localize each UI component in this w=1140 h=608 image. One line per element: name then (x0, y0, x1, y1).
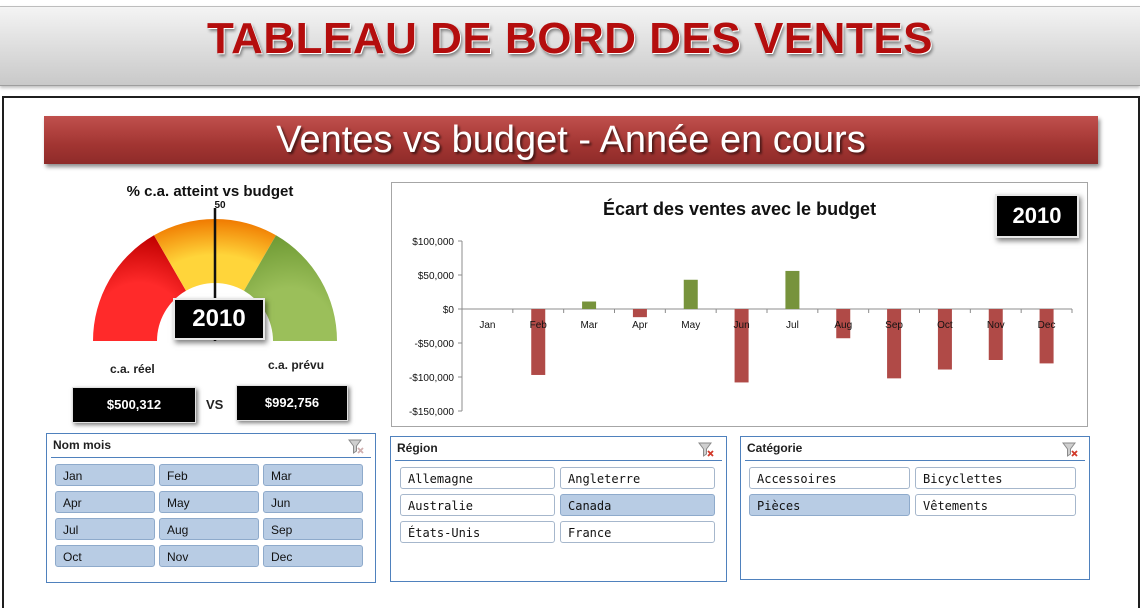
gauge-green-segment (244, 235, 337, 341)
clear-filter-icon[interactable] (1061, 440, 1079, 458)
bar-sep (887, 309, 902, 379)
x-tick-label: Jun (734, 320, 750, 331)
gauge-red-segment (92, 235, 186, 341)
category-slicer-item[interactable]: Vêtements (915, 494, 1076, 516)
bar-may (683, 279, 698, 309)
slicer-divider (745, 460, 1085, 461)
category-slicer: Catégorie Accessoires Bicyclettes Pièces Vê… (740, 436, 1090, 580)
month-slicer-item[interactable]: May (159, 491, 259, 513)
x-tick-label: Nov (987, 320, 1005, 331)
bar-feb (531, 309, 546, 375)
month-slicer-item[interactable]: Sep (263, 518, 363, 540)
chart-year-badge: 2010 (995, 194, 1079, 238)
variance-chart: $100,000 $50,000 $0 -$50,000 -$100,000 -$150,… (391, 182, 1088, 427)
month-slicer-item[interactable]: Apr (55, 491, 155, 513)
chart-title: Écart des ventes avec le budget (602, 199, 877, 219)
x-tick-label: Mar (580, 320, 598, 331)
x-tick-label: Feb (530, 320, 548, 331)
month-slicer: Nom mois Jan Feb Mar Apr May Jun Jul Aug Sep Oct N… (46, 433, 376, 583)
slicer-divider (51, 457, 371, 458)
x-tick-label: Apr (632, 320, 648, 331)
month-slicer-item[interactable]: Feb (159, 464, 259, 486)
region-slicer-item[interactable]: Angleterre (560, 467, 715, 489)
region-slicer-item[interactable]: Australie (400, 494, 555, 516)
y-tick-label: $50,000 (418, 271, 455, 282)
forecast-label: c.a. prévu (268, 358, 325, 372)
vs-label: VS (206, 397, 224, 412)
y-tick-label: -$150,000 (409, 407, 454, 418)
category-slicer-item[interactable]: Pièces (749, 494, 910, 516)
clear-filter-icon[interactable] (697, 440, 715, 458)
gauge-year-badge: 2010 (173, 298, 265, 340)
month-slicer-header: Nom mois (53, 438, 112, 452)
month-slicer-item[interactable]: Mar (263, 464, 363, 486)
category-slicer-header: Catégorie (747, 441, 803, 455)
month-slicer-item[interactable]: Jun (263, 491, 363, 513)
clear-filter-icon[interactable] (347, 437, 365, 455)
month-slicer-item[interactable]: Nov (159, 545, 259, 567)
subtitle-banner: Ventes vs budget - Année en cours (44, 116, 1098, 164)
actual-label: c.a. réel (110, 362, 155, 376)
category-slicer-item[interactable]: Accessoires (749, 467, 910, 489)
region-slicer-item[interactable]: Canada (560, 494, 715, 516)
x-tick-label: Jul (786, 320, 799, 331)
bar-mar (582, 301, 597, 309)
actual-value-box: $500,312 (72, 387, 196, 423)
slicer-divider (395, 460, 722, 461)
bar-apr (632, 309, 647, 318)
x-tick-label: Sep (885, 320, 903, 331)
x-tick-label: Dec (1038, 320, 1056, 331)
variance-chart-plot: $100,000 $50,000 $0 -$50,000 -$100,000 -$150,… (409, 237, 1073, 418)
bar-aug (836, 309, 851, 339)
region-slicer-item[interactable]: Allemagne (400, 467, 555, 489)
dashboard-subtitle: Ventes vs budget - Année en cours (276, 119, 866, 161)
month-slicer-item[interactable]: Jan (55, 464, 155, 486)
y-tick-label: $100,000 (412, 237, 454, 248)
bar-nov (988, 309, 1003, 360)
gauge-scale-mark: 50 (214, 200, 226, 211)
y-tick-label: -$50,000 (415, 339, 455, 350)
month-slicer-item[interactable]: Jul (55, 518, 155, 540)
month-slicer-item[interactable]: Oct (55, 545, 155, 567)
region-slicer-header: Région (397, 441, 438, 455)
region-slicer-item[interactable]: États-Unis (400, 521, 555, 543)
bar-jun (734, 309, 749, 383)
y-tick-label: -$100,000 (409, 373, 454, 384)
bar-dec (1039, 309, 1054, 364)
region-slicer-item[interactable]: France (560, 521, 715, 543)
x-tick-label: Jan (479, 320, 495, 331)
title-banner (0, 6, 1140, 86)
bar-oct (937, 309, 952, 370)
gauge-title: % c.a. atteint vs budget (126, 183, 294, 200)
forecast-value-box: $992,756 (236, 385, 348, 421)
y-tick-label: $0 (443, 305, 455, 316)
dashboard-title: TABLEAU DE BORD DES VENTES (206, 14, 934, 63)
region-slicer: Région Allemagne Angleterre Australie Canad… (390, 436, 727, 582)
x-tick-label: May (681, 320, 700, 331)
bar-jul (785, 270, 800, 309)
month-slicer-item[interactable]: Dec (263, 545, 363, 567)
x-tick-label: Aug (834, 320, 852, 331)
x-tick-label: Oct (937, 320, 953, 331)
category-slicer-item[interactable]: Bicyclettes (915, 467, 1076, 489)
month-slicer-item[interactable]: Aug (159, 518, 259, 540)
